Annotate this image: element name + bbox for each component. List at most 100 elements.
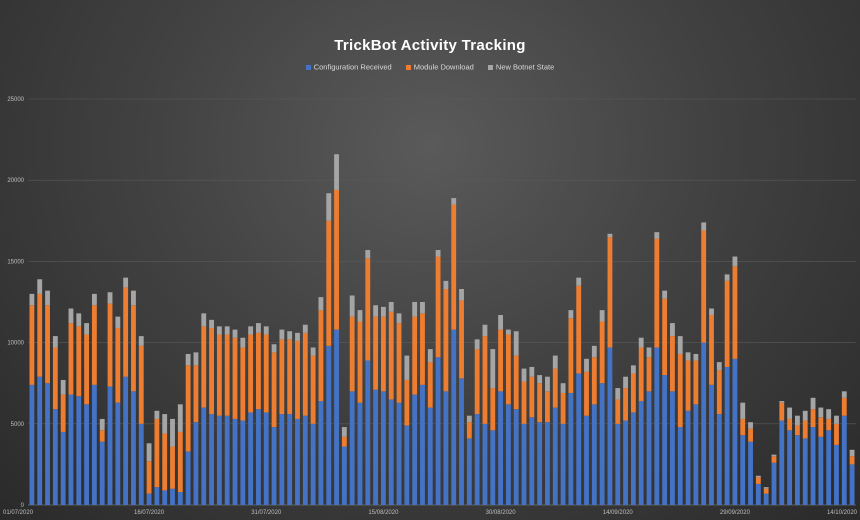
bar-segment-series-0 xyxy=(373,389,379,505)
bar-segment-series-1 xyxy=(654,238,660,348)
bar-segment-series-0 xyxy=(724,366,730,505)
bar-segment-series-0 xyxy=(380,391,386,505)
bar-segment-series-0 xyxy=(115,402,121,505)
bar-segment-series-2 xyxy=(232,329,238,338)
bar-segment-series-0 xyxy=(271,427,277,505)
bar-segment-series-0 xyxy=(201,407,207,505)
bar-segment-series-1 xyxy=(740,418,746,436)
bar-segment-series-1 xyxy=(623,388,628,421)
bar-segment-series-1 xyxy=(365,258,371,361)
bar-segment-series-0 xyxy=(240,420,246,505)
bar-segment-series-2 xyxy=(84,323,90,335)
x-tick-label: 01/07/2020 xyxy=(3,510,34,516)
bar-segment-series-1 xyxy=(693,360,699,405)
bar-segment-series-0 xyxy=(341,446,347,505)
bar-segment-series-2 xyxy=(326,193,332,221)
bar-segment-series-1 xyxy=(138,345,144,424)
bar-segment-series-2 xyxy=(68,308,74,324)
bar-segment-series-0 xyxy=(334,329,339,505)
x-tick-label: 29/09/2020 xyxy=(720,510,751,516)
bar-segment-series-2 xyxy=(201,313,207,327)
bar-segment-series-2 xyxy=(662,290,668,299)
bar-segment-series-2 xyxy=(162,414,168,434)
bar-segment-series-1 xyxy=(248,334,254,413)
bar-segment-series-0 xyxy=(576,373,582,505)
bar-segment-series-2 xyxy=(138,336,144,346)
bar-segment-series-2 xyxy=(724,274,730,281)
bar-segment-series-0 xyxy=(123,376,129,505)
bar-segment-series-1 xyxy=(849,456,855,465)
bar-segment-series-2 xyxy=(607,233,613,238)
bar-segment-series-2 xyxy=(185,353,191,366)
bar-segment-series-0 xyxy=(638,401,644,505)
bar-segment-series-2 xyxy=(670,323,675,337)
bar-segment-series-0 xyxy=(818,436,824,505)
bar-segment-series-2 xyxy=(701,222,707,231)
bar-segment-series-1 xyxy=(37,293,43,377)
bar-segment-series-0 xyxy=(162,490,168,505)
bar-segment-series-2 xyxy=(459,289,464,301)
bar-segment-series-0 xyxy=(810,427,816,505)
bar-segment-series-0 xyxy=(670,391,675,505)
bar-segment-series-0 xyxy=(748,441,753,505)
bar-segment-series-0 xyxy=(482,423,488,505)
bar-segment-series-2 xyxy=(802,410,808,421)
bar-segment-series-1 xyxy=(537,383,543,423)
bar-segment-series-2 xyxy=(748,422,753,429)
bar-segment-series-2 xyxy=(794,415,800,426)
bar-segment-series-2 xyxy=(834,415,839,424)
bar-segment-series-1 xyxy=(318,310,324,402)
bar-segment-series-2 xyxy=(154,410,160,419)
bar-segment-series-2 xyxy=(560,383,566,393)
bar-segment-series-0 xyxy=(68,394,74,505)
bar-segment-series-0 xyxy=(435,357,441,505)
bar-segment-series-2 xyxy=(552,355,558,369)
bar-segment-series-1 xyxy=(521,381,527,424)
bar-segment-series-2 xyxy=(529,366,535,377)
y-tick-label: 15000 xyxy=(7,259,24,265)
bar-segment-series-0 xyxy=(677,427,683,505)
bar-segment-series-2 xyxy=(545,376,550,392)
bar-segment-series-0 xyxy=(787,430,793,505)
bar-segment-series-1 xyxy=(482,336,488,424)
bar-segment-series-0 xyxy=(802,438,808,505)
bar-segment-series-2 xyxy=(677,336,683,354)
bar-segment-series-1 xyxy=(630,373,636,413)
bar-segment-series-0 xyxy=(771,462,777,505)
bar-segment-series-1 xyxy=(685,360,691,411)
bar-segment-series-2 xyxy=(170,418,175,447)
bar-segment-series-2 xyxy=(638,337,644,348)
bar-segment-series-1 xyxy=(373,316,379,390)
bar-segment-series-0 xyxy=(138,423,144,505)
bar-segment-series-0 xyxy=(584,415,589,505)
bar-segment-series-2 xyxy=(755,475,761,478)
bar-segment-series-1 xyxy=(76,326,82,397)
bar-segment-series-0 xyxy=(552,407,558,505)
bar-segment-series-1 xyxy=(787,418,793,431)
bar-segment-series-1 xyxy=(162,433,168,491)
bar-segment-series-0 xyxy=(29,384,35,505)
bar-segment-series-1 xyxy=(271,352,277,428)
bar-segment-series-0 xyxy=(599,383,605,505)
bar-segment-series-2 xyxy=(396,313,402,324)
bar-segment-series-0 xyxy=(849,464,855,505)
bar-segment-series-2 xyxy=(107,292,113,304)
bar-segment-series-0 xyxy=(505,404,511,505)
bar-segment-series-0 xyxy=(263,412,269,505)
bar-segment-series-1 xyxy=(474,349,480,415)
bar-segment-series-2 xyxy=(271,344,277,353)
bar-segment-series-1 xyxy=(427,362,433,408)
bar-segment-series-2 xyxy=(849,449,855,457)
bar-segment-series-1 xyxy=(498,329,504,392)
bar-segment-series-2 xyxy=(29,293,35,306)
y-tick-label: 20000 xyxy=(7,178,24,184)
bar-segment-series-2 xyxy=(279,329,285,340)
bar-segment-series-2 xyxy=(443,280,449,290)
bar-segment-series-0 xyxy=(170,488,175,505)
bar-segment-series-2 xyxy=(732,256,738,267)
bar-segment-series-1 xyxy=(201,326,207,408)
bar-segment-series-0 xyxy=(99,441,105,505)
bar-segment-series-2 xyxy=(310,347,316,356)
bar-segment-series-2 xyxy=(52,336,58,348)
bar-segment-series-1 xyxy=(232,337,238,419)
